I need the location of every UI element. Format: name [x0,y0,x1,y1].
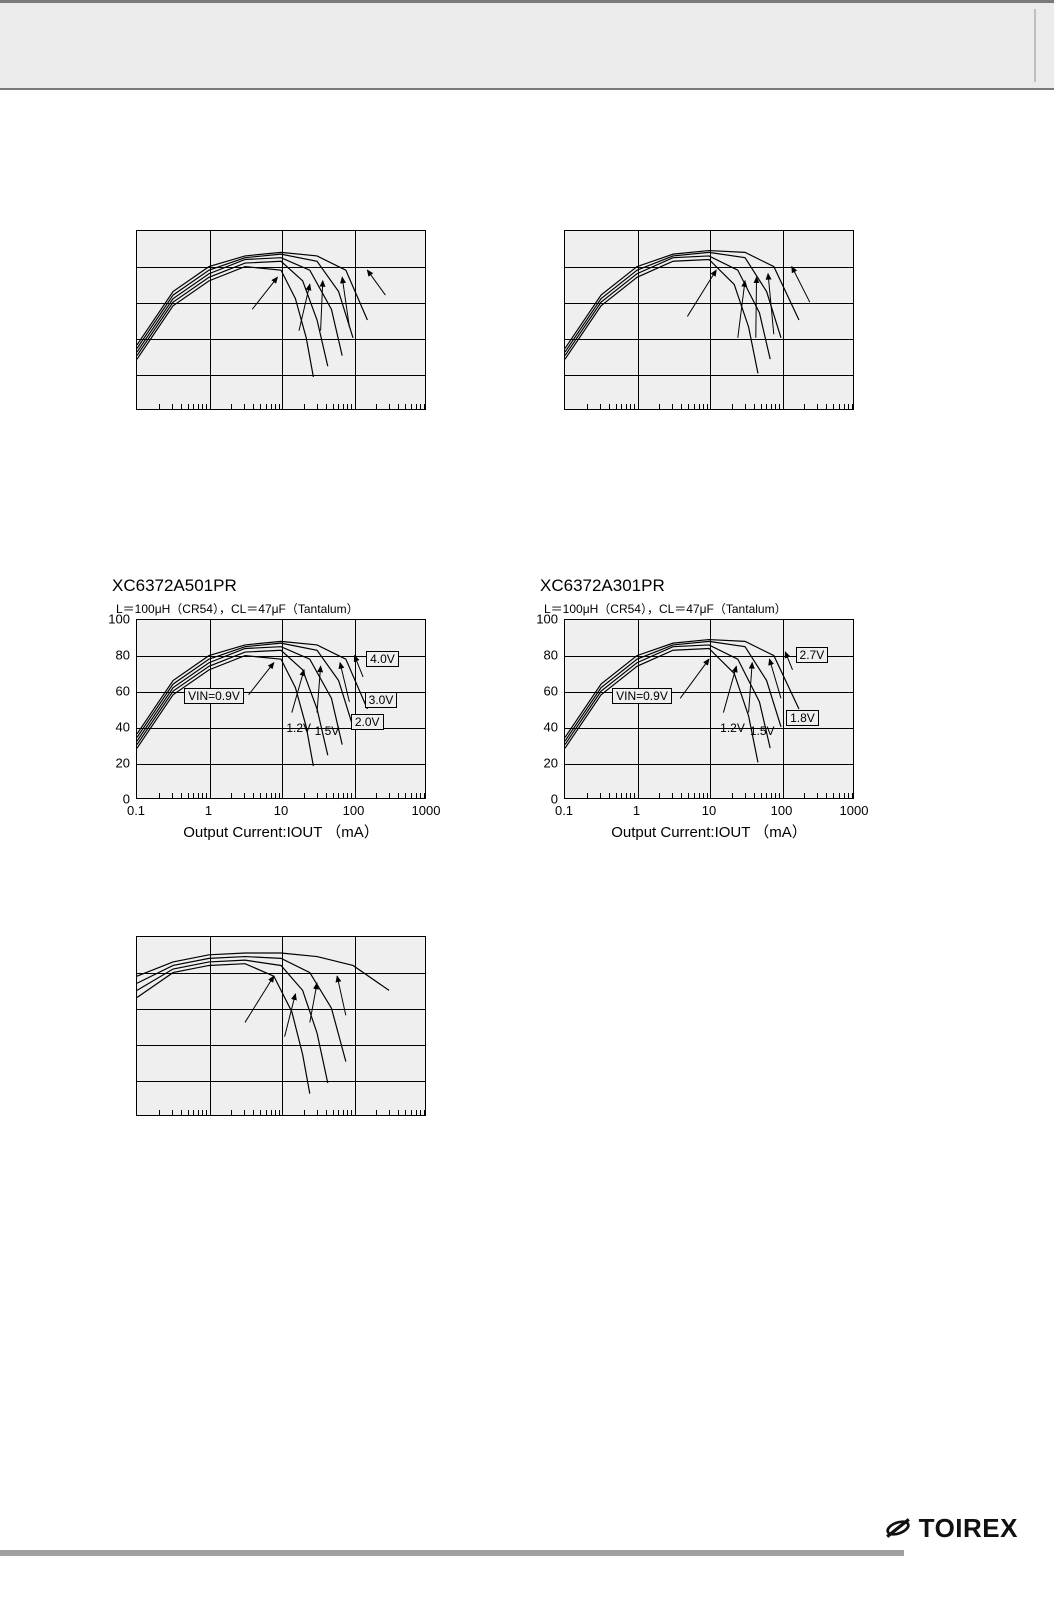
x-tick-label: 1 [205,803,212,818]
y-tick-label: 40 [116,720,130,735]
x-tick-label: 1000 [840,803,869,818]
x-tick-label: 10 [702,803,716,818]
y-tick-label: 100 [108,612,130,627]
vin-label: VIN=0.9V [184,688,244,704]
curve-label: 1.5V [315,724,340,738]
efficiency-chart-4: XC6372A301PR L＝100μH（CR54），CL＝47μF（Tantal… [492,576,892,842]
brand-logo-text: TOIREX [919,1513,1018,1543]
curve-label: 3.0V [365,692,398,708]
efficiency-chart-1 [64,230,464,410]
x-tick-label: 1 [633,803,640,818]
chart-title: XC6372A301PR [540,576,892,596]
vin-label: VIN=0.9V [612,688,672,704]
x-tick-label: 10 [274,803,288,818]
chart-caption: L＝100μH（CR54），CL＝47μF（Tantalum） [116,600,464,617]
x-tick-label: 0.1 [555,803,573,818]
y-tick-label: 80 [544,648,558,663]
curve-label: 2.0V [351,714,384,730]
curve-label: 4.0V [366,651,399,667]
curve-label: 1.8V [786,710,819,726]
plot-area [136,936,426,1116]
curve-label: 1.2V [720,721,745,735]
x-tick-label: 0.1 [127,803,145,818]
brand-logo: TOIREX [885,1513,1018,1544]
y-tick-label: 20 [544,756,558,771]
top-banner [0,0,1054,90]
curve-label: 1.2V [286,721,311,735]
plot-area: VIN=0.9V 2.7V 1.8V 1.5V 1.2V [564,619,854,799]
x-axis-title: Output Current:IOUT （mA） [136,821,426,842]
chart-caption: L＝100μH（CR54），CL＝47μF（Tantalum） [544,600,892,617]
y-tick-label: 60 [116,684,130,699]
x-tick-label: 100 [343,803,365,818]
chart-title: XC6372A501PR [112,576,464,596]
efficiency-chart-3: XC6372A501PR L＝100μH（CR54），CL＝47μF（Tantal… [64,576,464,842]
y-tick-label: 100 [536,612,558,627]
curve-label: 2.7V [796,647,829,663]
x-tick-label: 100 [771,803,793,818]
y-tick-label: 40 [544,720,558,735]
y-tick-label: 60 [544,684,558,699]
bottom-bar [0,1550,1054,1556]
efficiency-chart-5 [64,936,464,1116]
x-tick-label: 1000 [412,803,441,818]
x-axis-title: Output Current:IOUT （mA） [564,821,854,842]
plot-area [564,230,854,410]
y-tick-label: 80 [116,648,130,663]
y-tick-label: 20 [116,756,130,771]
plot-area [136,230,426,410]
efficiency-chart-2 [492,230,892,410]
curve-label: 1.5V [750,724,775,738]
plot-area: VIN=0.9V 4.0V 3.0V 2.0V 1.5V 1.2V [136,619,426,799]
